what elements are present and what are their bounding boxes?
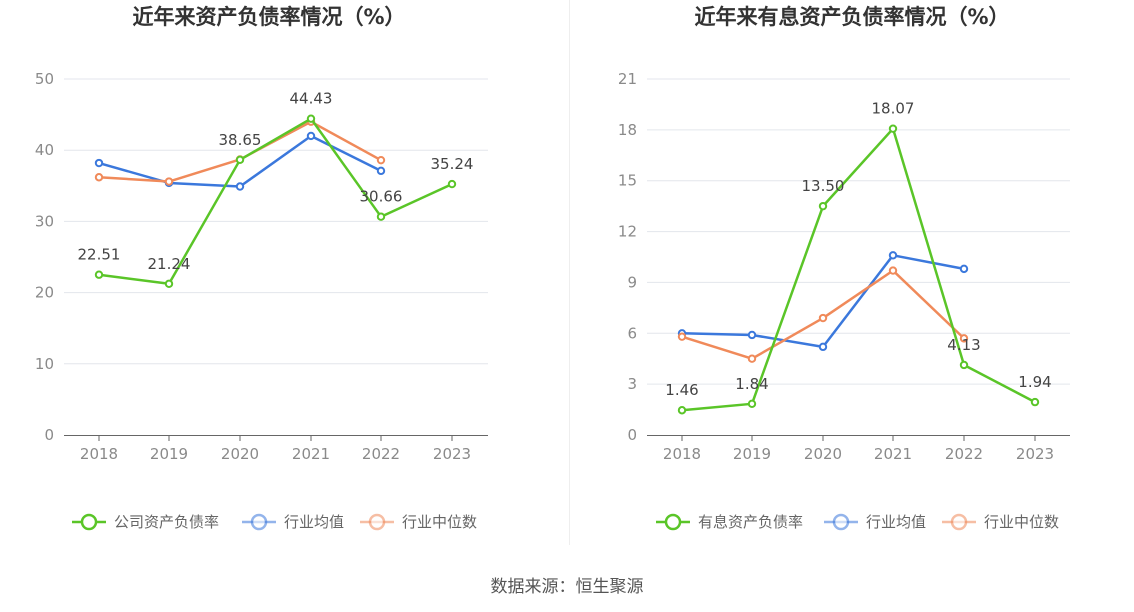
chart2-y-tick-label: 21: [618, 70, 637, 88]
chart2-data-label: 1.84: [735, 375, 768, 393]
chart1-y-tick-label: 40: [35, 141, 54, 159]
chart2-data-label: 1.46: [665, 381, 698, 399]
chart1-x-tick-label: 2023: [433, 445, 471, 463]
chart2-legend-label[interactable]: 行业均值: [866, 513, 926, 531]
chart2-series-industry-median-point[interactable]: [818, 313, 828, 323]
chart2-x-tick-label: 2020: [804, 445, 842, 463]
chart1-x-tick-label: 2021: [292, 445, 330, 463]
chart1-y-tick-label: 50: [35, 70, 54, 88]
chart2-legend-marker: [664, 513, 682, 531]
chart1-legend-marker: [250, 513, 268, 531]
chart2-data-label: 1.94: [1018, 373, 1051, 391]
chart1-y-tick-label: 10: [35, 355, 54, 373]
chart2-series-industry-median-point[interactable]: [888, 266, 898, 275]
chart2-x-tick-label: 2018: [663, 445, 701, 463]
chart2-series-industry-avg-point[interactable]: [888, 251, 898, 260]
chart2-x-tick-label: 2023: [1016, 445, 1054, 463]
chart1-series-industry-avg-point[interactable]: [235, 182, 245, 191]
chart2-series-industry-avg-point[interactable]: [959, 264, 969, 274]
chart2-series-industry-median-point[interactable]: [959, 334, 969, 343]
chart1-x-tick-label: 2019: [150, 445, 188, 463]
chart2-y-tick-label: 18: [618, 121, 637, 139]
chart1-y-tick-label: 0: [44, 426, 54, 444]
chart1-series-company-point[interactable]: [376, 212, 386, 221]
data-source: 数据来源：恒生聚源: [491, 577, 644, 597]
chart1-legend-marker: [368, 513, 386, 531]
chart1-data-label: 38.65: [219, 131, 262, 149]
chart2-y-tick-label: 9: [627, 273, 637, 291]
chart1-data-label: 44.43: [290, 90, 333, 108]
chart1-x-tick-label: 2020: [221, 445, 259, 463]
chart1-legend-label[interactable]: 公司资产负债率: [114, 513, 219, 531]
chart1-series-industry-median-point[interactable]: [94, 173, 104, 182]
chart1-data-label: 35.24: [431, 155, 474, 173]
chart1-y-tick-label: 30: [35, 212, 54, 230]
chart1-series-company-point[interactable]: [94, 270, 104, 279]
chart2-series-industry-avg-point[interactable]: [747, 330, 757, 340]
chart2-y-tick-label: 3: [627, 375, 637, 393]
chart2-x-tick-label: 2022: [945, 445, 983, 463]
chart2-series-industry-median-point[interactable]: [677, 332, 687, 341]
chart1-y-tick-label: 20: [35, 284, 54, 302]
chart2-data-label: 18.07: [872, 100, 915, 118]
chart2-series-industry-avg-point[interactable]: [818, 342, 828, 352]
chart1-legend-label[interactable]: 行业均值: [284, 513, 344, 531]
chart1-series-industry-avg-point[interactable]: [306, 131, 316, 141]
chart2-y-tick-label: 12: [618, 223, 637, 241]
chart2-series-company-point[interactable]: [818, 201, 828, 211]
chart2-series-company-point[interactable]: [888, 124, 898, 133]
chart1-series-company-point[interactable]: [164, 279, 174, 288]
chart1-series-industry-avg-point[interactable]: [94, 158, 104, 168]
chart2-y-tick-label: 0: [627, 426, 637, 444]
chart1-series-industry-median-point[interactable]: [164, 177, 174, 186]
chart1-x-tick-label: 2018: [80, 445, 118, 463]
chart2-series-company-point[interactable]: [677, 406, 687, 415]
chart1-data-label: 21.24: [148, 255, 191, 273]
chart2-series-company-point[interactable]: [1030, 397, 1040, 407]
chart1-legend-marker: [80, 513, 98, 531]
chart2-legend-label[interactable]: 行业中位数: [984, 513, 1059, 531]
chart2-title: 近年来有息资产负债率情况（%）: [694, 5, 1009, 29]
chart1-series-company-point[interactable]: [306, 114, 316, 123]
chart2-x-tick-label: 2019: [733, 445, 771, 463]
chart2-y-tick-label: 6: [627, 324, 637, 342]
chart2-legend-marker: [832, 513, 850, 531]
chart2-data-label: 13.50: [802, 177, 845, 195]
chart2-legend-label[interactable]: 有息资产负债率: [698, 513, 803, 531]
chart1-data-label: 22.51: [78, 246, 121, 264]
chart1-x-tick-label: 2022: [362, 445, 400, 463]
chart2-x-tick-label: 2021: [874, 445, 912, 463]
chart1-title: 近年来资产负债率情况（%）: [132, 5, 405, 29]
chart2-series-company-point[interactable]: [747, 399, 757, 409]
chart1-series-company-point[interactable]: [235, 155, 245, 165]
chart1-legend-label[interactable]: 行业中位数: [402, 513, 477, 531]
chart1-series-company-point[interactable]: [447, 179, 457, 189]
chart2-data-label: 4.13: [947, 336, 980, 354]
chart2-series-company-line: [681, 127, 1036, 412]
chart2-legend-marker: [950, 513, 968, 531]
chart1-series-industry-avg-point[interactable]: [376, 166, 386, 176]
chart1-series-company-line: [98, 117, 453, 286]
chart1-series-industry-median-point[interactable]: [376, 155, 386, 165]
chart1-data-label: 30.66: [360, 188, 403, 206]
chart2-series-industry-median-point[interactable]: [747, 354, 757, 363]
chart2-series-company-point[interactable]: [959, 360, 969, 370]
chart2-y-tick-label: 15: [618, 172, 637, 190]
